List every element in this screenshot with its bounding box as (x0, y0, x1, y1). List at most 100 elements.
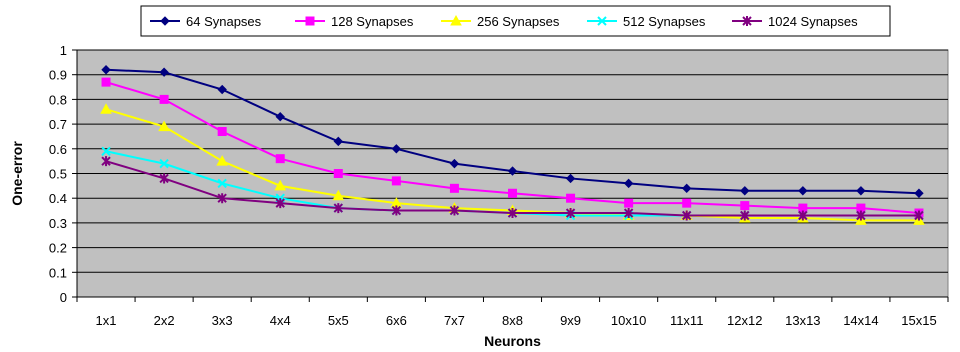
data-point (565, 173, 576, 184)
data-point (217, 193, 227, 204)
data-point (624, 198, 634, 208)
x-tick-label: 2x2 (154, 313, 175, 328)
legend: 64 Synapses 128 Synapses 256 Synapses 512 S… (140, 5, 891, 37)
data-point (507, 208, 518, 219)
y-tick-label: 0.2 (49, 241, 67, 256)
data-point (391, 176, 401, 186)
y-tick-label: 1 (60, 43, 67, 58)
x-tick-label: 10x10 (611, 313, 646, 328)
data-point (449, 205, 460, 216)
x-tick-label: 7x7 (444, 313, 465, 328)
data-point (159, 158, 169, 169)
x-tick-label: 9x9 (560, 313, 581, 328)
legend-marker (597, 16, 607, 26)
legend-label: 256 Synapses (477, 14, 560, 29)
data-point (100, 103, 112, 114)
data-point (681, 210, 692, 221)
data-point (275, 198, 285, 209)
data-point (216, 155, 229, 166)
x-tick-label: 4x4 (270, 313, 291, 328)
data-point (914, 210, 924, 221)
data-point (333, 136, 344, 147)
legend-label: 64 Synapses (186, 14, 262, 29)
x-axis: 1x1 2x2 3x3 4x4 5x5 6x6 7x7 8x8 9x9 10x10 11x11 12x… (76, 296, 949, 328)
data-point (275, 154, 285, 164)
y-axis: 0 0.1 0.2 0.3 0.4 0.5 0.6 0.7 0.8 0.9 1 (49, 43, 78, 305)
x-tick-label: 1x1 (96, 313, 117, 328)
y-tick-label: 0.7 (49, 117, 67, 132)
data-point (101, 65, 111, 75)
data-point (856, 186, 866, 196)
data-point (449, 183, 459, 193)
y-tick-label: 0.5 (49, 167, 67, 182)
data-point (274, 179, 287, 191)
data-point (333, 169, 343, 178)
series-64-synapses (101, 65, 924, 198)
legend-label: 128 Synapses (331, 14, 414, 29)
y-tick-label: 0.8 (49, 92, 67, 107)
legend-marker (305, 16, 315, 26)
data-point (856, 210, 866, 221)
data-point (159, 67, 169, 77)
data-point (565, 208, 576, 219)
data-point (798, 186, 808, 196)
data-point (682, 198, 692, 208)
data-point (332, 189, 345, 201)
data-point (740, 201, 750, 211)
y-axis-title: One-error (9, 141, 25, 206)
data-point (449, 158, 460, 169)
series-1024-synapses (101, 156, 924, 221)
series-group (100, 65, 925, 225)
data-point (101, 77, 111, 87)
legend-marker (450, 14, 462, 26)
y-tick-label: 0 (60, 290, 67, 305)
legend-marker (742, 16, 752, 26)
data-point (566, 193, 576, 203)
data-point (217, 127, 227, 137)
y-tick-label: 0.4 (49, 191, 67, 206)
legend-label: 1024 Synapses (768, 14, 858, 29)
data-point (391, 144, 402, 154)
y-tick-label: 0.6 (49, 142, 67, 157)
legend-entry: 256 Synapses (441, 14, 560, 29)
data-point (217, 84, 227, 95)
data-point (333, 203, 344, 214)
data-point (507, 166, 518, 176)
data-point (159, 173, 169, 184)
legend-entry: 64 Synapses (150, 14, 262, 29)
data-point (159, 94, 169, 104)
x-tick-label: 14x14 (843, 313, 878, 328)
data-point (391, 205, 402, 216)
data-point (623, 208, 634, 219)
data-point (740, 186, 750, 196)
x-tick-label: 13x13 (785, 313, 820, 328)
data-point (101, 146, 111, 156)
data-point (275, 111, 285, 122)
legend-label: 512 Synapses (623, 14, 706, 29)
y-tick-label: 0.9 (49, 68, 67, 83)
legend-marker (160, 16, 170, 26)
legend-box (140, 5, 891, 37)
x-tick-label: 11x11 (670, 313, 704, 328)
data-point (101, 156, 111, 167)
data-point (798, 210, 808, 221)
legend-entry: 512 Synapses (587, 14, 706, 29)
data-point (740, 210, 750, 221)
x-tick-label: 8x8 (502, 313, 523, 328)
data-point (681, 183, 692, 194)
x-tick-label: 3x3 (212, 313, 233, 328)
data-point (914, 188, 924, 198)
data-point (623, 178, 634, 189)
x-tick-label: 5x5 (328, 313, 349, 328)
x-axis-title: Neurons (484, 333, 541, 349)
x-tick-label: 12x12 (727, 313, 762, 328)
legend-entry: 128 Synapses (295, 14, 414, 29)
y-tick-label: 0.3 (49, 216, 67, 231)
legend-entry: 1024 Synapses (732, 14, 858, 29)
x-tick-label: 6x6 (386, 313, 407, 328)
data-point (508, 188, 517, 198)
data-point (158, 120, 170, 132)
y-tick-label: 0.1 (49, 265, 67, 280)
x-tick-label: 15x15 (901, 313, 936, 328)
